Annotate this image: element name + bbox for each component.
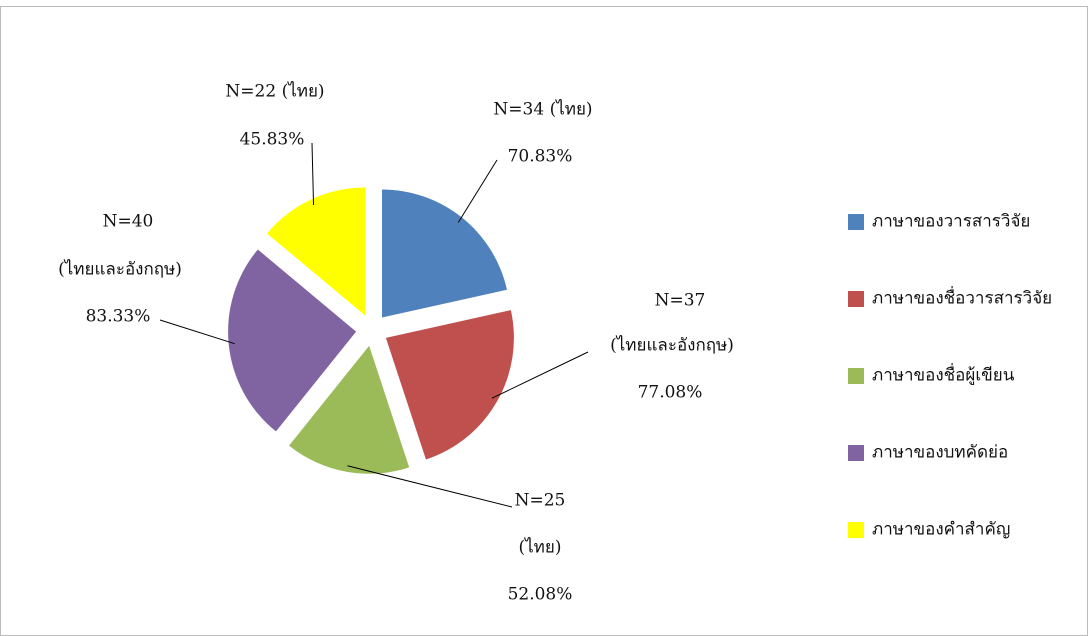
pie-slice [382, 190, 507, 318]
pie-slice [386, 310, 514, 459]
data-label: 45.83% [240, 130, 305, 150]
data-label: 83.33% [86, 307, 151, 327]
n-label: (ไทย) [519, 537, 562, 558]
n-label: N=25 [515, 491, 566, 511]
n-label: N=40 [103, 212, 154, 232]
leader-line [160, 320, 235, 344]
leader-line [458, 160, 497, 222]
chart: N=34 (ไทย) 70.83% N=37 (ไทยและอังกฤษ) 77.08%… [0, 0, 1088, 636]
n-label: N=34 (ไทย) [493, 99, 592, 120]
n-label: N=37 [655, 291, 706, 311]
n-label: (ไทยและอังกฤษ) [610, 335, 734, 356]
legend-swatch [848, 291, 864, 307]
legend-swatch [848, 214, 864, 230]
data-label: 70.83% [508, 147, 573, 167]
legend-label: ภาษาของชื่อวารสารวิจัย [872, 286, 1052, 309]
legend-swatch [848, 445, 864, 461]
legend-label: ภาษาของวารสารวิจัย [872, 212, 1030, 232]
data-label: 52.08% [508, 585, 573, 605]
legend-label: ภาษาของคำสำคัญ [872, 520, 1010, 540]
legend-label: ภาษาของชื่อผู้เขียน [872, 363, 1015, 386]
legend-label: ภาษาของบทคัดย่อ [872, 443, 1008, 463]
n-label: (ไทยและอังกฤษ) [58, 259, 182, 280]
data-label: 77.08% [638, 383, 703, 403]
legend-swatch [848, 368, 864, 384]
leader-line [347, 466, 512, 507]
leader-line [312, 143, 314, 205]
n-label: N=22 (ไทย) [225, 81, 324, 102]
legend-swatch [848, 522, 864, 538]
page: {"chart_data": {"type": "pie", "categori… [0, 0, 1088, 636]
